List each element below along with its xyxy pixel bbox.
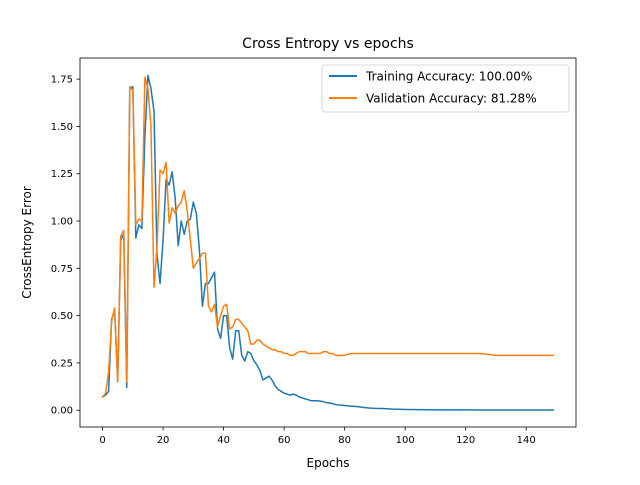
x-axis-label: Epochs bbox=[307, 456, 350, 470]
legend: Training Accuracy: 100.00% Validation Ac… bbox=[321, 64, 570, 113]
x-tick-label: 0 bbox=[99, 435, 105, 446]
x-tick-label: 40 bbox=[217, 435, 230, 446]
y-tick-label: 0.00 bbox=[51, 406, 73, 417]
y-tick-label: 1.75 bbox=[51, 75, 73, 86]
legend-label-validation: Validation Accuracy: 81.28% bbox=[366, 92, 537, 106]
legend-label-training: Training Accuracy: 100.00% bbox=[365, 70, 532, 84]
x-tick-label: 140 bbox=[517, 435, 536, 446]
y-tick-label: 0.25 bbox=[51, 358, 73, 369]
x-axis: 0 20 40 60 80 100 120 140 bbox=[99, 427, 536, 446]
y-axis: 0.00 0.25 0.50 0.75 1.00 1.25 1.50 1.75 bbox=[51, 75, 80, 417]
x-tick-label: 80 bbox=[338, 435, 351, 446]
x-tick-label: 100 bbox=[396, 435, 415, 446]
x-tick-label: 120 bbox=[456, 435, 475, 446]
validation-series-line bbox=[101, 76, 555, 399]
y-axis-label: CrossEntropy Error bbox=[20, 186, 34, 299]
y-tick-label: 1.25 bbox=[51, 169, 73, 180]
training-series-line bbox=[101, 74, 555, 411]
legend-box bbox=[321, 64, 570, 113]
plot-area: 0 20 40 60 80 100 120 140 0.00 0.25 0.50 0.75 1.00 1… bbox=[51, 57, 577, 446]
series-layer bbox=[101, 74, 555, 411]
y-tick-label: 0.75 bbox=[51, 264, 73, 275]
y-tick-label: 1.50 bbox=[51, 122, 73, 133]
chart-title: Cross Entropy vs epochs bbox=[242, 36, 414, 52]
y-tick-label: 1.00 bbox=[51, 217, 73, 228]
x-tick-label: 60 bbox=[278, 435, 291, 446]
x-tick-label: 20 bbox=[157, 435, 170, 446]
plot-frame bbox=[79, 57, 577, 428]
y-tick-label: 0.50 bbox=[51, 311, 73, 322]
